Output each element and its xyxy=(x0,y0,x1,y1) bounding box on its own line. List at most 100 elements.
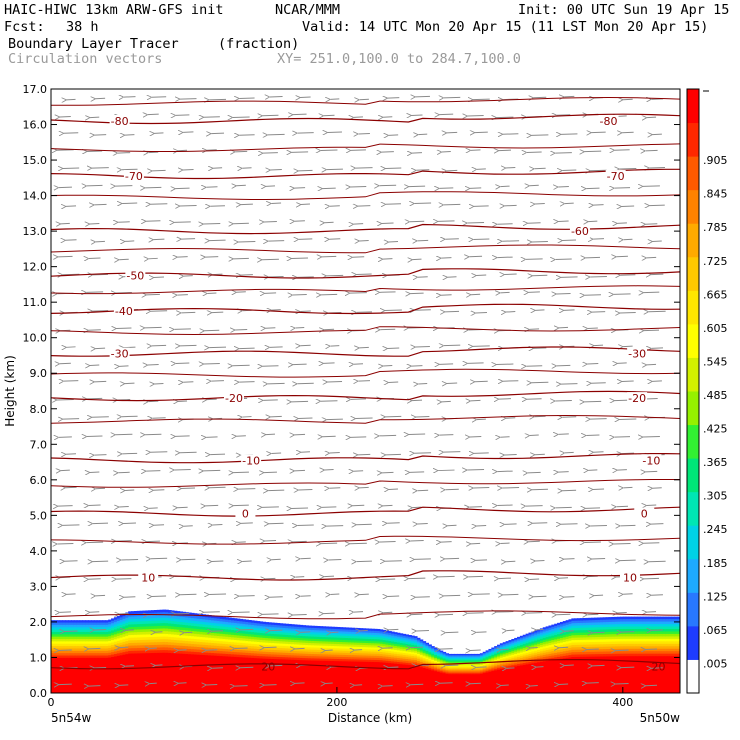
circulation-vector xyxy=(561,384,578,385)
tracer-cell xyxy=(231,630,235,634)
tracer-cell xyxy=(471,658,475,661)
tracer-cell xyxy=(585,639,590,643)
tracer-cell xyxy=(179,627,184,631)
tracer-cell xyxy=(302,638,307,642)
tracer-cell xyxy=(131,648,135,652)
tracer-cell xyxy=(65,620,69,624)
tracer-cell xyxy=(179,640,184,644)
tracer-cell xyxy=(128,624,132,628)
tracer-cell xyxy=(514,646,518,650)
circulation-vector xyxy=(88,330,101,331)
tracer-cell xyxy=(93,643,98,647)
circulation-vector xyxy=(356,312,372,313)
tracer-cell xyxy=(468,665,472,668)
tracer-cell xyxy=(128,643,132,647)
tracer-cell xyxy=(677,641,680,645)
tracer-cell xyxy=(99,620,104,624)
tracer-cell xyxy=(68,657,72,693)
tracer-cell xyxy=(122,621,126,625)
circulation-vector xyxy=(386,454,401,455)
temperature-contour xyxy=(51,303,680,315)
tracer-cell xyxy=(319,660,324,693)
tracer-cell xyxy=(488,664,492,667)
tracer-cell xyxy=(382,648,387,651)
tracer-cell xyxy=(557,625,561,628)
tracer-cell xyxy=(279,627,284,631)
tracer-cell xyxy=(354,659,358,663)
tracer-cell xyxy=(408,642,412,645)
tracer-cell xyxy=(582,620,587,624)
tracer-cell xyxy=(128,613,132,618)
tracer-cell xyxy=(491,647,495,650)
tracer-cell xyxy=(336,659,341,662)
circulation-vector xyxy=(174,469,191,470)
tracer-cell xyxy=(519,654,524,657)
tracer-cell xyxy=(454,666,458,669)
tracer-cell xyxy=(245,638,249,642)
tracer-cell xyxy=(162,650,166,654)
tracer-cell xyxy=(371,649,375,653)
tracer-cell xyxy=(211,632,215,637)
tracer-cell xyxy=(142,610,146,614)
tracer-cell xyxy=(328,628,332,632)
circulation-vector xyxy=(356,418,373,419)
circulation-vector xyxy=(411,366,423,367)
tracer-cell xyxy=(519,637,524,641)
tracer-cell xyxy=(205,645,209,649)
tracer-cell xyxy=(648,621,653,625)
tracer-cell xyxy=(662,641,667,645)
tracer-cell xyxy=(662,633,667,637)
tracer-cell xyxy=(131,616,135,620)
tracer-cell xyxy=(239,650,244,654)
tracer-cell xyxy=(56,631,61,635)
tracer-cell xyxy=(528,663,532,693)
circulation-vector xyxy=(233,365,250,366)
tracer-cell xyxy=(434,669,438,672)
tracer-cell xyxy=(51,636,55,640)
tracer-cell xyxy=(594,639,598,643)
contour-label-bg xyxy=(235,507,256,521)
tracer-cell xyxy=(651,646,655,650)
tracer-cell xyxy=(288,644,292,647)
tracer-cell xyxy=(365,647,369,650)
tracer-cell xyxy=(131,653,135,693)
tracer-cell xyxy=(185,625,189,629)
colorbar-label: .425 xyxy=(703,423,728,436)
tracer-cell xyxy=(482,673,487,693)
tracer-cell xyxy=(539,657,544,661)
tracer-cell xyxy=(105,655,109,659)
tracer-cell xyxy=(414,658,418,661)
tracer-cell xyxy=(416,662,421,666)
tracer-cell xyxy=(325,639,329,643)
tracer-cell xyxy=(308,653,312,657)
tracer-cell xyxy=(605,646,610,650)
tracer-cell xyxy=(548,640,552,644)
colorbar-label: .785 xyxy=(703,221,728,234)
circulation-vector xyxy=(564,597,575,598)
tracer-cell xyxy=(674,628,678,633)
circulation-vector xyxy=(86,542,104,543)
circulation-vector xyxy=(325,683,333,684)
model-title: HAIC-HIWC 13km ARW-GFS init xyxy=(4,2,224,18)
tracer-cell xyxy=(625,641,630,645)
circulation-vector xyxy=(590,419,607,420)
colorbar-swatch xyxy=(687,491,699,526)
tracer-cell xyxy=(342,635,347,639)
tracer-cell xyxy=(582,627,587,631)
circulation-vector xyxy=(295,648,305,649)
tracer-cell xyxy=(582,656,587,693)
circulation-vector xyxy=(623,99,633,100)
circulation-vector xyxy=(618,116,627,117)
circulation-vector xyxy=(444,97,461,98)
tracer-cell xyxy=(159,650,164,654)
tracer-cell xyxy=(425,660,429,663)
tracer-cell xyxy=(399,664,404,693)
tracer-cell xyxy=(99,634,104,638)
tracer-cell xyxy=(125,646,129,650)
tracer-cell xyxy=(542,642,547,645)
tracer-cell xyxy=(225,629,229,633)
tracer-cell xyxy=(402,633,407,637)
tracer-cell xyxy=(497,658,501,661)
tracer-cell xyxy=(674,646,678,650)
tracer-cell xyxy=(291,659,295,693)
